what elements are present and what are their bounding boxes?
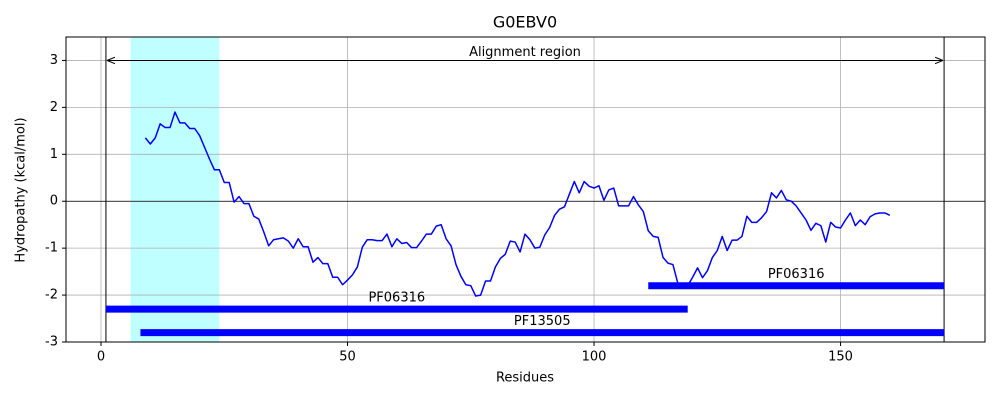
plot-frame	[65, 36, 986, 343]
chart-title: G0EBV0	[493, 13, 557, 32]
y-tick-label: -1	[45, 241, 58, 256]
y-tick-label: 3	[50, 53, 58, 68]
x-tick-label: 100	[582, 350, 607, 365]
x-axis-label: Residues	[496, 371, 554, 386]
domain-label: PF13505	[514, 314, 571, 329]
y-tick-label: -2	[45, 288, 58, 303]
domain-label: PF06316	[768, 267, 825, 282]
y-tick-label: 0	[50, 194, 58, 209]
x-tick-label: 150	[828, 350, 853, 365]
domain-label: PF06316	[368, 291, 425, 306]
y-tick-label: -3	[45, 335, 58, 350]
x-tick-label: 50	[339, 350, 356, 365]
y-tick-label: 1	[50, 147, 58, 162]
y-tick-label: 2	[50, 100, 58, 115]
hydropathy-line	[144, 111, 891, 297]
highlight-span	[130, 37, 220, 342]
y-axis-label: Hydropathy (kcal/mol)	[14, 117, 29, 262]
x-tick-label: 0	[97, 350, 105, 365]
region-label: Alignment region	[469, 45, 581, 60]
